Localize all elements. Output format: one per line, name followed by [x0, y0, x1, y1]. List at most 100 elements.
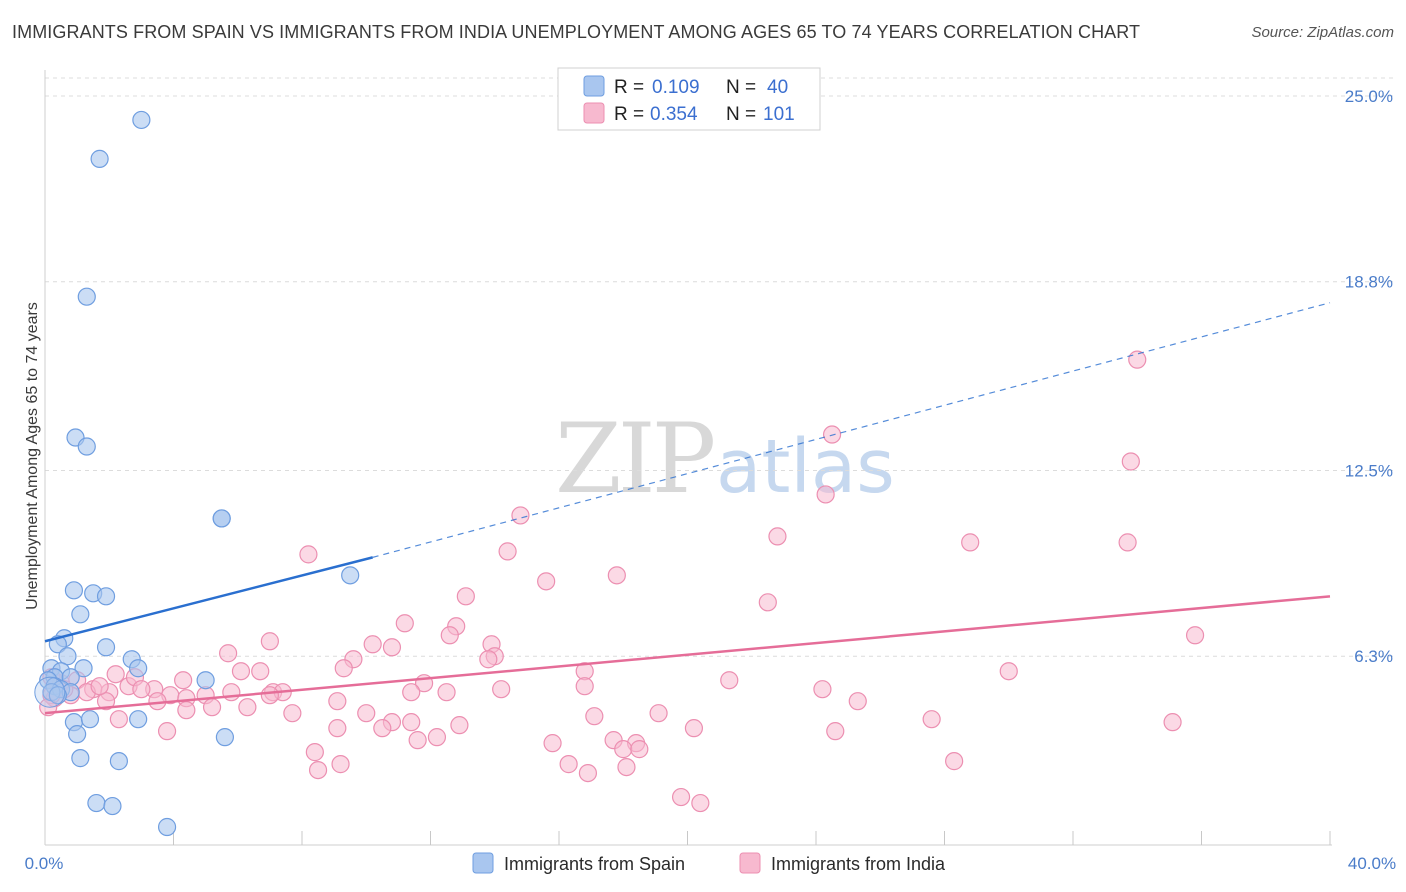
- spain-point: [58, 647, 77, 666]
- y-axis-label: Unemployment Among Ages 65 to 74 years: [24, 302, 41, 610]
- india-point: [219, 644, 238, 663]
- spain-trend-extension: [372, 302, 1331, 558]
- india-point: [826, 722, 845, 741]
- india-point: [691, 793, 710, 813]
- legend-swatch-india: [583, 102, 605, 124]
- india-point: [1185, 626, 1205, 645]
- spain-point: [157, 817, 177, 837]
- spain-point: [77, 287, 96, 306]
- india-point: [617, 758, 636, 777]
- x-tick-label-min: 0.0%: [25, 854, 64, 873]
- x-tick-label-max: 40.0%: [1348, 854, 1396, 873]
- spain-cluster-point: [34, 676, 66, 708]
- spain-point: [80, 710, 100, 729]
- india-point: [109, 710, 128, 729]
- india-point: [328, 719, 347, 738]
- spain-point: [64, 581, 84, 600]
- india-point: [357, 704, 376, 723]
- india-point: [260, 632, 279, 651]
- india-points: [39, 350, 1205, 813]
- india-point: [575, 677, 594, 696]
- india-point: [408, 731, 427, 750]
- india-point: [251, 662, 270, 681]
- india-point: [157, 722, 177, 741]
- india-point: [177, 701, 196, 720]
- india-point: [106, 665, 125, 684]
- india-point: [813, 680, 832, 699]
- india-point: [720, 671, 739, 690]
- spain-point: [71, 749, 90, 768]
- india-point: [202, 698, 222, 717]
- correlation-legend: R = 0.109 N = 40 R = 0.354 N = 101: [557, 67, 821, 131]
- spain-point: [71, 605, 90, 624]
- spain-point: [341, 566, 360, 585]
- spain-point: [196, 671, 215, 690]
- india-point: [1128, 350, 1147, 369]
- india-point: [1163, 713, 1182, 732]
- spain-point: [96, 638, 116, 657]
- india-point: [334, 659, 353, 678]
- spain-point: [109, 752, 128, 771]
- india-point: [96, 692, 116, 711]
- legend-swatch-spain: [583, 75, 605, 97]
- legend-india-n-label: N =: [726, 104, 756, 125]
- watermark-atlas: atlas: [716, 424, 895, 510]
- legend-spain-r-value: 0.109: [652, 77, 700, 98]
- legend-india-r-label: R =: [614, 104, 644, 125]
- y-tick-label: 12.5%: [1345, 461, 1393, 480]
- y-tick-label: 6.3%: [1354, 647, 1393, 666]
- spain-point: [132, 110, 151, 130]
- india-point: [1121, 452, 1140, 471]
- india-point: [848, 692, 867, 711]
- india-point: [299, 545, 318, 564]
- india-point: [308, 760, 328, 780]
- legend-spain-n-value: 40: [767, 77, 788, 98]
- india-point: [283, 704, 302, 723]
- india-point: [402, 713, 421, 732]
- india-point: [363, 635, 382, 654]
- india-point: [373, 719, 392, 738]
- spain-point: [103, 796, 122, 816]
- india-point: [578, 763, 598, 783]
- india-trend-line: [44, 595, 1331, 715]
- india-point: [607, 566, 626, 585]
- india-point: [671, 787, 691, 807]
- india-point: [222, 683, 241, 702]
- india-point: [450, 716, 469, 735]
- spain-point: [129, 659, 148, 678]
- india-point: [402, 683, 421, 702]
- india-point: [758, 593, 777, 612]
- india-point: [427, 728, 447, 747]
- legend-spain-r-label: R =: [614, 77, 644, 98]
- india-point: [999, 662, 1018, 681]
- bottom-legend-swatch-india: [739, 852, 761, 874]
- x-axis-ticks: [173, 831, 1331, 845]
- y-tick-label: 18.8%: [1345, 273, 1393, 292]
- spain-point: [212, 509, 231, 528]
- chart-title: IMMIGRANTS FROM SPAIN VS IMMIGRANTS FROM…: [12, 22, 1141, 42]
- spain-point: [68, 725, 87, 744]
- india-point: [382, 638, 402, 657]
- india-point: [231, 662, 251, 681]
- india-point: [328, 692, 347, 711]
- india-point: [174, 671, 193, 690]
- grid-lines: [45, 77, 1393, 657]
- y-tick-label: 25.0%: [1345, 87, 1393, 106]
- spain-point: [96, 587, 116, 606]
- y-tick-labels: 6.3% 12.5% 18.8% 25.0%: [1345, 87, 1393, 666]
- india-point: [395, 614, 414, 633]
- spain-point: [74, 659, 93, 678]
- india-point: [822, 425, 842, 444]
- india-point: [816, 485, 835, 504]
- india-point: [492, 680, 511, 699]
- india-point: [537, 572, 556, 591]
- india-point: [456, 587, 475, 606]
- spain-point: [129, 710, 148, 729]
- india-point: [543, 734, 562, 753]
- india-point: [684, 719, 704, 738]
- india-point: [238, 698, 257, 717]
- source-label: Source: ZipAtlas.com: [1251, 24, 1394, 41]
- india-point: [630, 740, 649, 759]
- india-point: [132, 680, 151, 699]
